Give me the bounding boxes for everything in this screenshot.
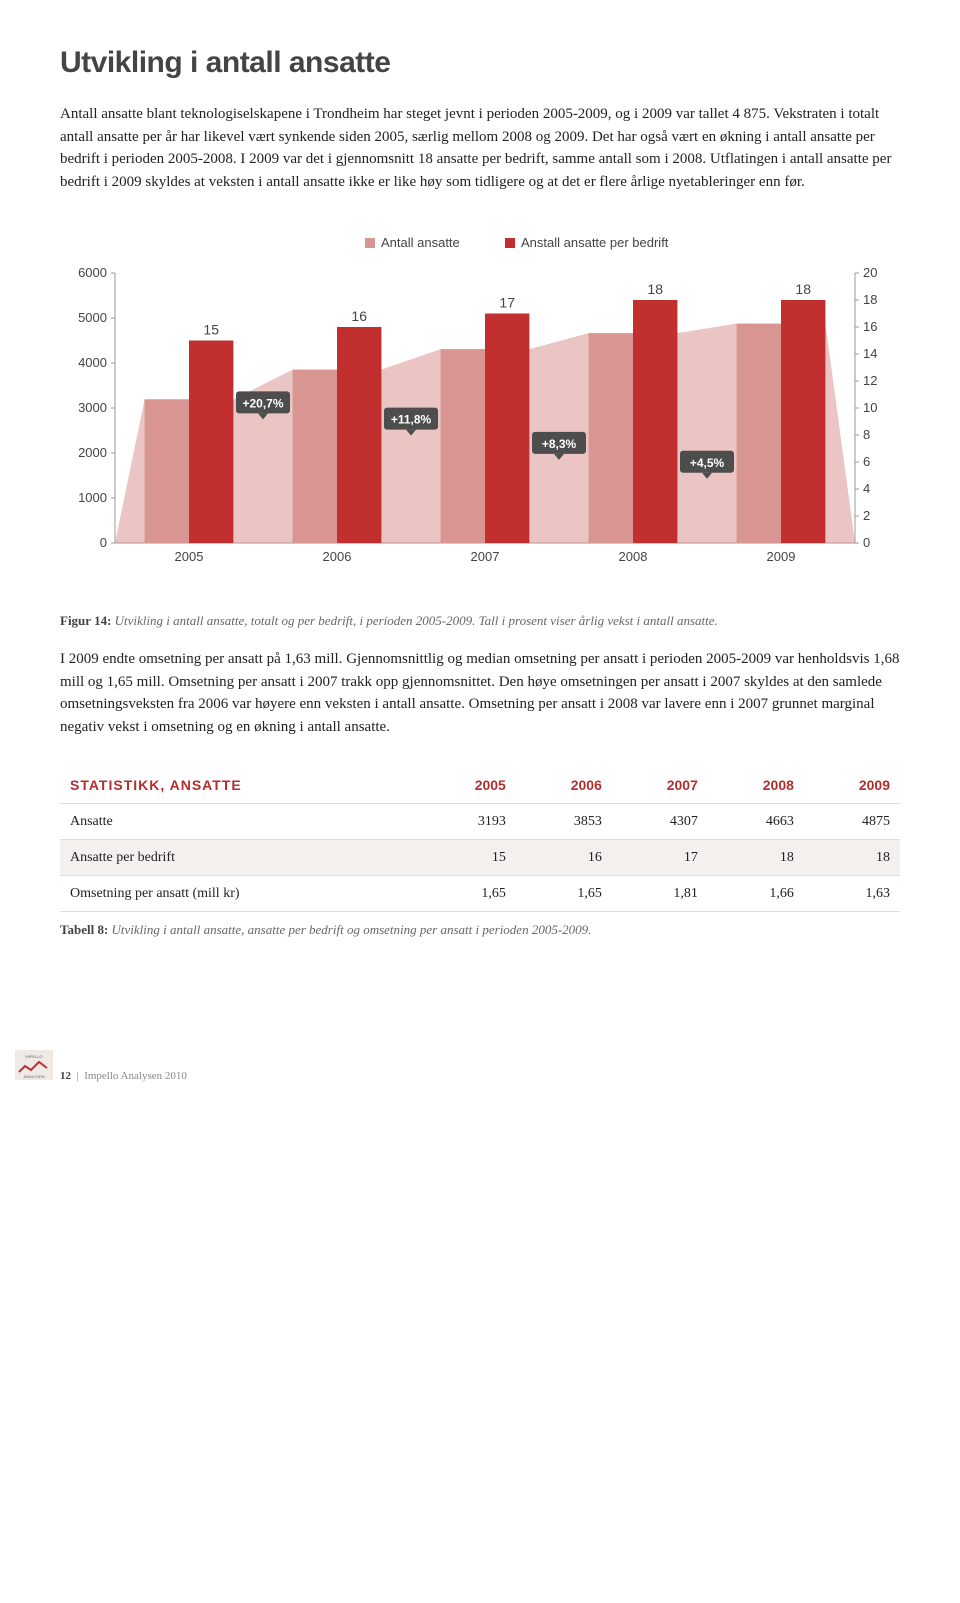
body-paragraph-2: I 2009 endte omsetning per ansatt på 1,6… (60, 648, 900, 738)
svg-text:+11,8%: +11,8% (391, 413, 432, 427)
table-cell: 17 (612, 840, 708, 876)
svg-text:3000: 3000 (78, 400, 107, 415)
svg-text:2: 2 (863, 508, 870, 523)
table-title: STATISTIKK, ANSATTE (60, 768, 420, 804)
svg-text:Antall ansatte: Antall ansatte (381, 235, 460, 250)
table-cell: 18 (804, 840, 900, 876)
stats-table: STATISTIKK, ANSATTE20052006200720082009 … (60, 768, 900, 912)
svg-text:12: 12 (863, 373, 877, 388)
table-cell: 3853 (516, 804, 612, 840)
svg-text:5000: 5000 (78, 310, 107, 325)
svg-text:2008: 2008 (619, 549, 648, 564)
table-header: 2007 (612, 768, 708, 804)
table-header: 2005 (420, 768, 516, 804)
table-cell: 4875 (804, 804, 900, 840)
table-cell: Ansatte per bedrift (60, 840, 420, 876)
svg-text:0: 0 (863, 535, 870, 550)
svg-text:17: 17 (499, 295, 515, 311)
svg-text:+8,3%: +8,3% (542, 437, 577, 451)
figure-caption-label: Figur 14: (60, 613, 111, 628)
page-number: 12 (60, 1070, 71, 1082)
table-cell: Ansatte (60, 804, 420, 840)
svg-text:20: 20 (863, 265, 877, 280)
svg-text:15: 15 (203, 322, 219, 338)
svg-text:+20,7%: +20,7% (242, 396, 283, 410)
table-header: 2006 (516, 768, 612, 804)
svg-text:ANALYSEN: ANALYSEN (23, 1074, 44, 1079)
svg-text:18: 18 (647, 281, 663, 297)
svg-text:2006: 2006 (323, 549, 352, 564)
table-row: Ansatte31933853430746634875 (60, 804, 900, 840)
table-cell: 1,63 (804, 876, 900, 912)
table-row: Ansatte per bedrift1516171818 (60, 840, 900, 876)
table-header: 2009 (804, 768, 900, 804)
svg-text:6000: 6000 (78, 265, 107, 280)
svg-text:16: 16 (351, 308, 367, 324)
figure-caption: Figur 14: Utvikling i antall ansatte, to… (60, 611, 900, 631)
table-cell: 1,65 (420, 876, 516, 912)
table-cell: 4307 (612, 804, 708, 840)
table-cell: Omsetning per ansatt (mill kr) (60, 876, 420, 912)
table-caption-text: Utvikling i antall ansatte, ansatte per … (108, 922, 591, 937)
chart-container: Antall ansatte Anstall ansatte per bedrif… (60, 223, 900, 581)
svg-text:8: 8 (863, 427, 870, 442)
table-cell: 4663 (708, 804, 804, 840)
svg-text:16: 16 (863, 319, 877, 334)
svg-text:2007: 2007 (471, 549, 500, 564)
svg-text:4: 4 (863, 481, 870, 496)
table-cell: 15 (420, 840, 516, 876)
svg-text:2005: 2005 (175, 549, 204, 564)
svg-text:0: 0 (100, 535, 107, 550)
table-cell: 1,66 (708, 876, 804, 912)
table-cell: 18 (708, 840, 804, 876)
table-cell: 3193 (420, 804, 516, 840)
svg-text:2009: 2009 (767, 549, 796, 564)
figure-caption-text: Utvikling i antall ansatte, totalt og pe… (111, 613, 717, 628)
svg-text:Anstall ansatte per bedrift: Anstall ansatte per bedrift (521, 235, 669, 250)
page-heading: Utvikling i antall ansatte (60, 40, 900, 85)
footer-text: Impello Analysen 2010 (84, 1070, 187, 1082)
svg-text:4000: 4000 (78, 355, 107, 370)
page-footer: IMPELLO ANALYSEN 12 | Impello Analysen 2… (60, 1060, 900, 1085)
table-row: Omsetning per ansatt (mill kr)1,651,651,… (60, 876, 900, 912)
chart-svg: Antall ansatte Anstall ansatte per bedrif… (60, 223, 900, 573)
svg-text:10: 10 (863, 400, 877, 415)
table-cell: 16 (516, 840, 612, 876)
svg-text:14: 14 (863, 346, 877, 361)
table-header: 2008 (708, 768, 804, 804)
svg-text:18: 18 (795, 281, 811, 297)
svg-text:+4,5%: +4,5% (690, 456, 725, 470)
table-caption: Tabell 8: Utvikling i antall ansatte, an… (60, 920, 900, 940)
svg-text:1000: 1000 (78, 490, 107, 505)
table-cell: 1,81 (612, 876, 708, 912)
table-cell: 1,65 (516, 876, 612, 912)
table-caption-label: Tabell 8: (60, 922, 108, 937)
svg-text:18: 18 (863, 292, 877, 307)
svg-text:IMPELLO: IMPELLO (25, 1054, 42, 1059)
impello-logo-icon: IMPELLO ANALYSEN (15, 1050, 53, 1086)
intro-paragraph: Antall ansatte blant teknologiselskapene… (60, 103, 900, 193)
svg-text:2000: 2000 (78, 445, 107, 460)
svg-text:6: 6 (863, 454, 870, 469)
